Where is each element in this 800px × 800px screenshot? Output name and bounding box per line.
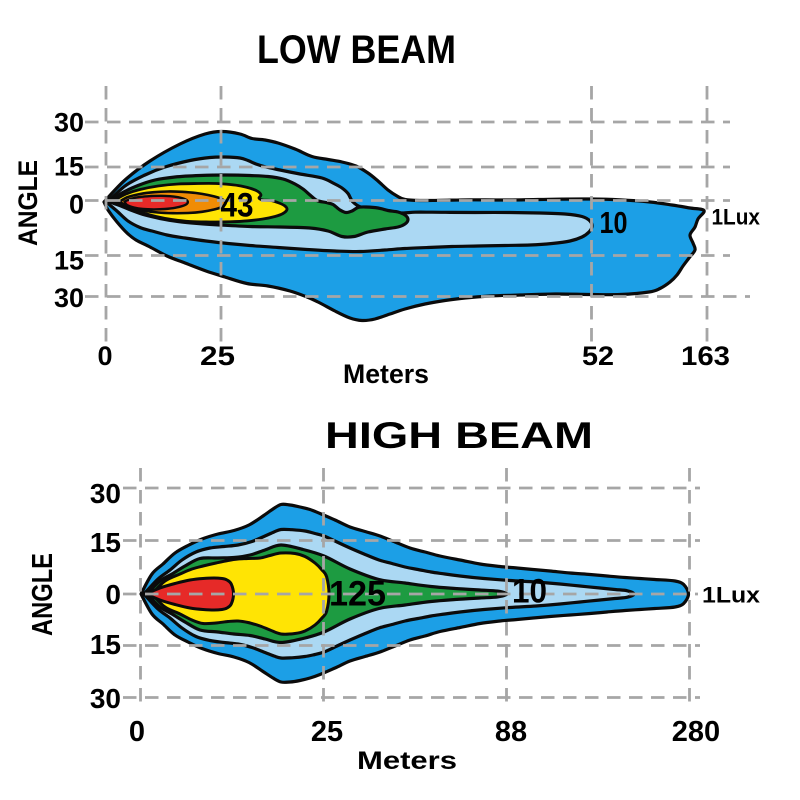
- svg-text:30: 30: [90, 478, 121, 509]
- svg-text:125: 125: [329, 575, 386, 614]
- svg-text:88: 88: [495, 716, 527, 748]
- svg-text:0: 0: [105, 579, 121, 610]
- svg-text:15: 15: [54, 246, 84, 276]
- svg-text:LOW BEAM: LOW BEAM: [257, 28, 456, 72]
- svg-text:0: 0: [129, 716, 145, 748]
- svg-text:52: 52: [582, 341, 614, 371]
- svg-text:15: 15: [54, 152, 84, 182]
- svg-text:0: 0: [69, 190, 84, 220]
- svg-text:163: 163: [681, 341, 730, 371]
- svg-text:25: 25: [311, 716, 343, 748]
- svg-text:1Lux: 1Lux: [712, 205, 761, 230]
- svg-text:1Lux: 1Lux: [702, 583, 761, 608]
- svg-text:HIGH BEAM: HIGH BEAM: [325, 415, 593, 456]
- svg-text:15: 15: [90, 629, 121, 660]
- svg-text:10: 10: [600, 205, 628, 240]
- svg-text:Meters: Meters: [357, 747, 457, 775]
- svg-text:30: 30: [90, 683, 121, 714]
- svg-text:25: 25: [200, 341, 235, 371]
- svg-text:15: 15: [90, 527, 121, 558]
- svg-text:ANGLE: ANGLE: [27, 553, 59, 636]
- svg-text:Meters: Meters: [343, 359, 429, 389]
- svg-text:43: 43: [221, 187, 254, 225]
- svg-text:ANGLE: ANGLE: [13, 160, 43, 246]
- svg-text:280: 280: [672, 716, 720, 748]
- svg-text:0: 0: [97, 341, 112, 371]
- svg-text:30: 30: [54, 108, 84, 138]
- svg-text:30: 30: [54, 283, 84, 313]
- svg-text:10: 10: [512, 573, 547, 611]
